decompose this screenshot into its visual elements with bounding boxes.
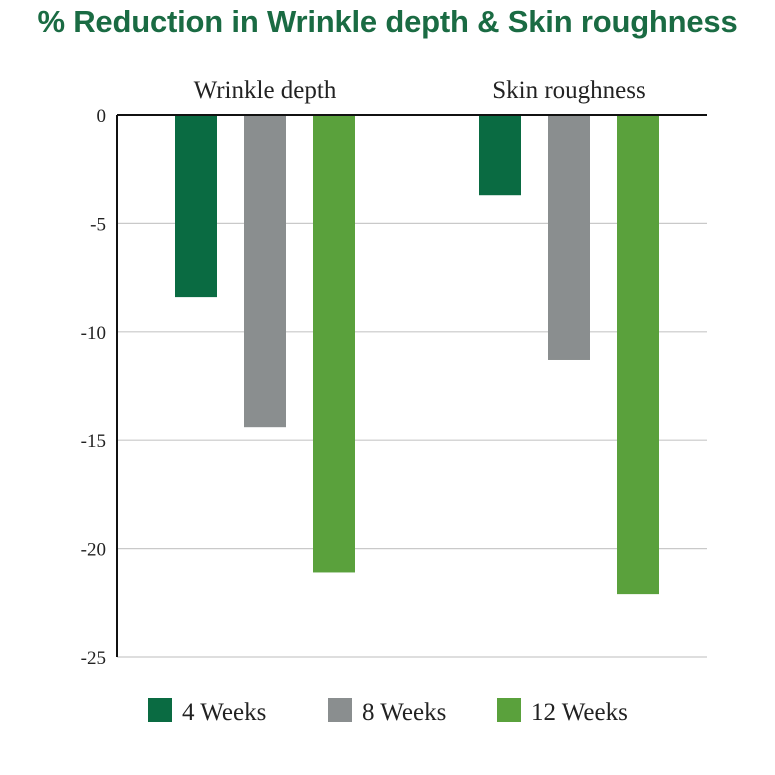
bar-wrinkle-depth-8-weeks xyxy=(244,115,286,428)
legend-swatch-4-weeks xyxy=(148,698,172,722)
y-tick-label: -5 xyxy=(90,214,106,235)
y-tick-label: -20 xyxy=(81,540,106,561)
category-label-skin-roughness: Skin roughness xyxy=(492,77,645,104)
bar-skin-roughness-8-weeks xyxy=(548,115,590,360)
bars xyxy=(175,115,659,595)
legend-label-8-weeks: 8 Weeks xyxy=(362,699,446,726)
bar-skin-roughness-4-weeks xyxy=(479,115,521,196)
legend-swatch-8-weeks xyxy=(328,698,352,722)
legend-swatch-12-weeks xyxy=(497,698,521,722)
labels: 0 -5 -10 -15 -20 -25 Wrinkle depth Skin roughne… xyxy=(81,77,646,669)
y-tick-label: 0 xyxy=(97,106,107,127)
legend-label-4-weeks: 4 Weeks xyxy=(182,699,266,726)
y-tick-label: -25 xyxy=(81,648,106,669)
y-tick-label: -15 xyxy=(81,431,106,452)
y-tick-label: -10 xyxy=(81,323,106,344)
category-label-wrinkle-depth: Wrinkle depth xyxy=(194,77,337,104)
bar-skin-roughness-12-weeks xyxy=(617,115,659,595)
chart-title: % Reduction in Wrinkle depth & Skin roug… xyxy=(37,4,738,39)
legend-label-12-weeks: 12 Weeks xyxy=(531,699,628,726)
axes xyxy=(116,114,707,657)
bar-wrinkle-depth-4-weeks xyxy=(175,115,217,298)
legend: 4 Weeks 8 Weeks 12 Weeks xyxy=(148,698,628,726)
bar-wrinkle-depth-12-weeks xyxy=(313,115,355,573)
